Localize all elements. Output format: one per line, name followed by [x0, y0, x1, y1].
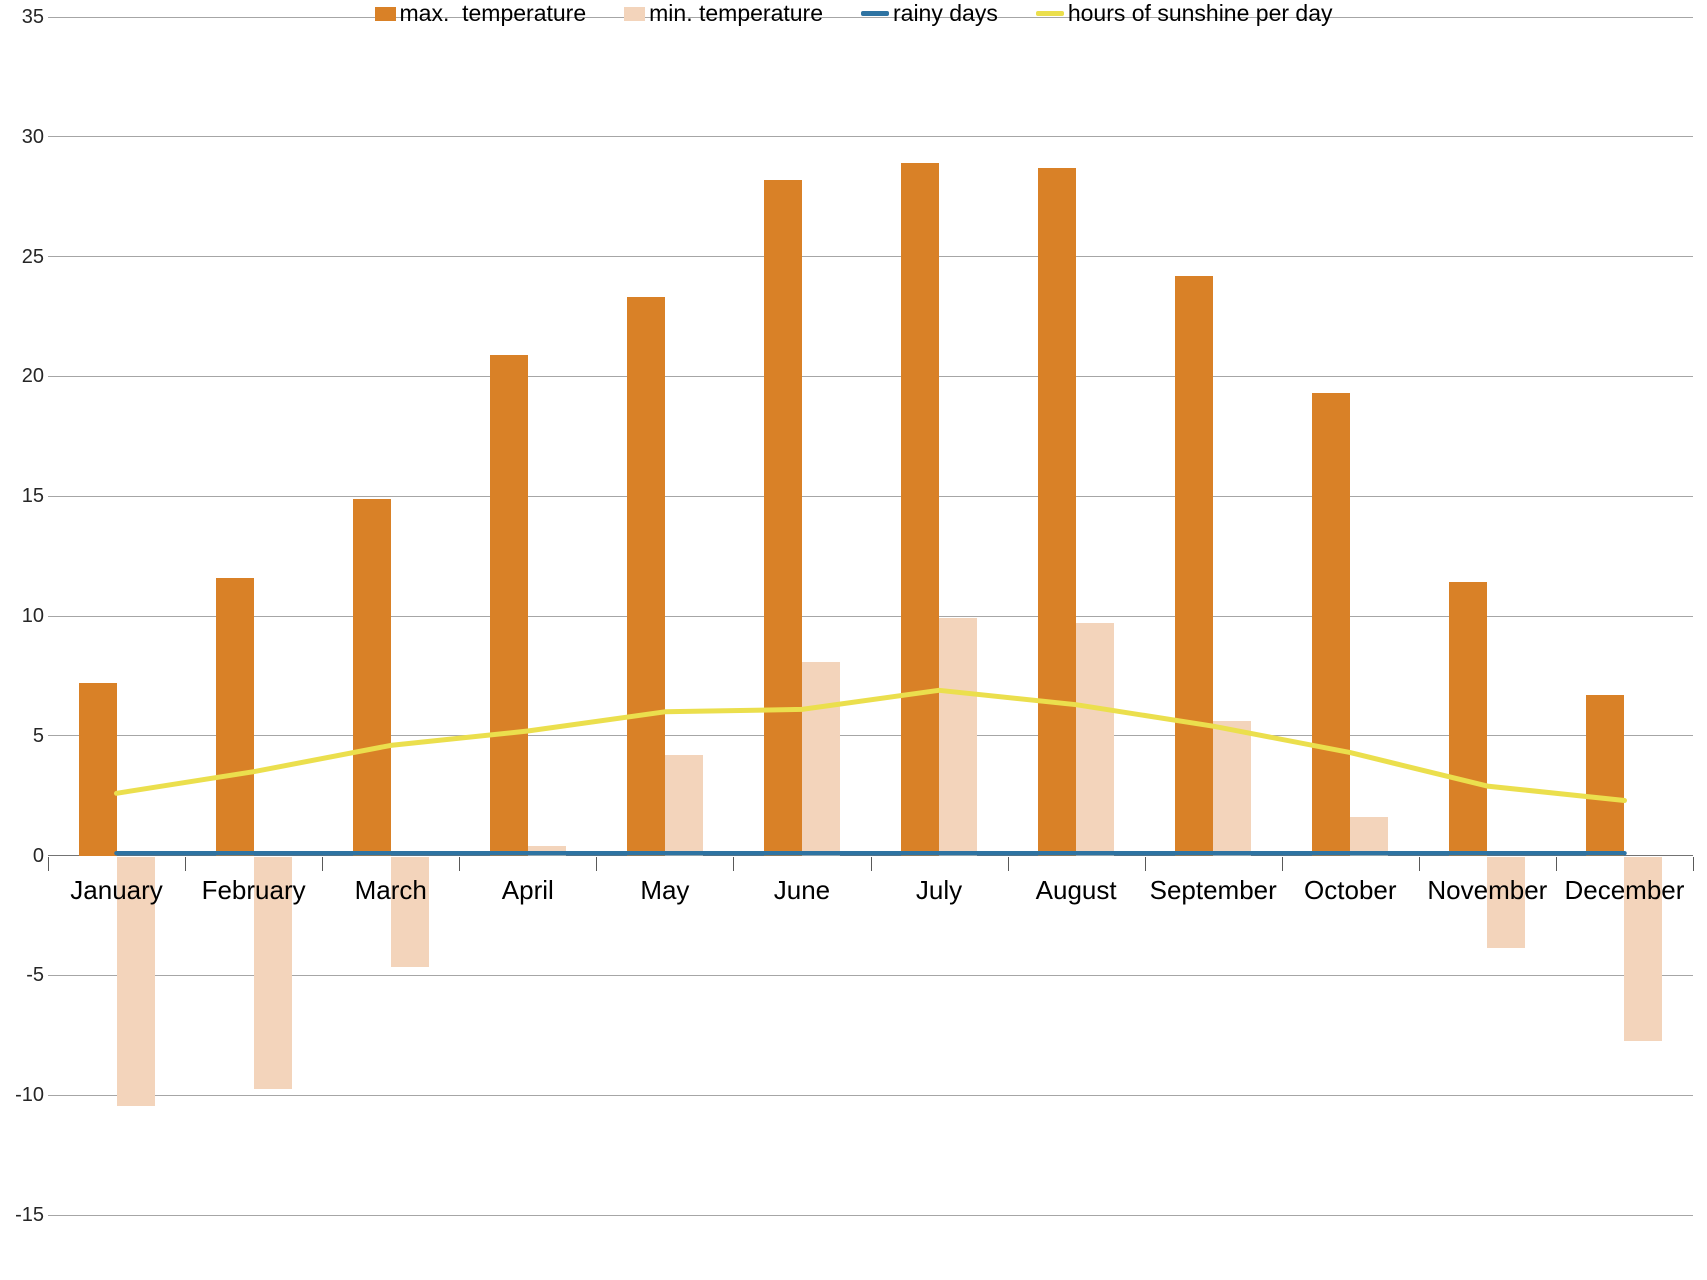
x-tick-label-april: April: [501, 875, 554, 905]
legend-swatch-rainy-days-line-icon: [861, 11, 889, 16]
legend-label-rainy-days: rainy days: [893, 0, 998, 26]
bar-max-temperature-april: [489, 354, 528, 856]
gridline-20: [48, 375, 1693, 377]
x-axis-tick: [1693, 856, 1694, 871]
y-tick-label--15: -15: [15, 1204, 44, 1226]
gridline-25: [48, 256, 1693, 258]
bar-min-temperature-november: [1487, 856, 1526, 948]
y-tick-label-25: 25: [21, 245, 44, 268]
x-axis-tick: [1007, 856, 1009, 871]
gridline-30: [48, 136, 1693, 138]
gridline--5: [48, 974, 1693, 976]
bar-min-temperature-september: [1213, 721, 1252, 856]
bar-max-temperature-january: [78, 683, 117, 856]
x-tick-label-january: January: [70, 875, 163, 905]
bar-min-temperature-june: [801, 661, 840, 856]
bar-max-temperature-december: [1586, 695, 1625, 856]
x-tick-label-october: October: [1304, 875, 1397, 905]
bar-min-temperature-january: [116, 856, 155, 1106]
bar-min-temperature-december: [1624, 856, 1663, 1042]
bar-max-temperature-june: [763, 179, 802, 856]
x-axis-tick: [1281, 856, 1283, 871]
x-tick-label-march: March: [354, 875, 427, 905]
x-tick-label-june: June: [773, 875, 831, 905]
x-axis-tick: [48, 856, 49, 871]
x-axis-tick: [870, 856, 872, 871]
legend-swatch-min-temperature-square-icon: [624, 6, 646, 21]
line-hours-of-sunshine-per-day: [114, 687, 1627, 803]
legend-swatch-hours-of-sunshine-per-day-line-icon: [1035, 11, 1064, 16]
gridline--10: [48, 1094, 1693, 1096]
x-axis-tick: [596, 856, 598, 871]
bar-min-temperature-april: [527, 846, 566, 856]
bar-max-temperature-september: [1175, 275, 1214, 856]
legend-item-hours-of-sunshine-per-day: hours of sunshine per day: [1035, 0, 1333, 27]
y-tick-label-15: 15: [21, 485, 44, 508]
x-axis-tick: [459, 856, 461, 871]
legend-swatch-max-temperature-square-icon: [374, 6, 396, 21]
bar-max-temperature-may: [626, 297, 665, 856]
gridline-10: [48, 615, 1693, 617]
x-axis-tick: [1555, 856, 1557, 871]
x-axis-tick: [322, 856, 324, 871]
y-tick-label-0: 0: [32, 844, 44, 867]
gridline-0: [48, 855, 1693, 857]
gridline--15: [48, 1214, 1693, 1216]
x-tick-label-december: December: [1564, 875, 1685, 905]
legend-item-max-temperature: max. temperature: [374, 0, 587, 27]
bar-max-temperature-august: [1038, 167, 1077, 856]
legend-label-min-temperature: min. temperature: [649, 0, 823, 26]
bar-min-temperature-march: [390, 856, 429, 967]
x-axis-tick: [185, 856, 187, 871]
bar-min-temperature-may: [664, 754, 703, 856]
bar-min-temperature-july: [939, 618, 978, 856]
y-tick-label--5: -5: [26, 964, 44, 987]
bar-max-temperature-november: [1449, 582, 1488, 856]
legend-item-min-temperature: min. temperature: [624, 0, 823, 27]
y-tick-label--10: -10: [15, 1084, 44, 1107]
bar-min-temperature-february: [253, 856, 292, 1089]
y-tick-label-35: 35: [21, 6, 44, 28]
gridline-15: [48, 495, 1693, 497]
x-tick-label-february: February: [201, 875, 306, 905]
x-tick-label-may: May: [640, 875, 690, 905]
y-tick-label-30: 30: [21, 125, 44, 148]
bar-max-temperature-february: [215, 577, 254, 856]
x-tick-label-august: August: [1035, 875, 1117, 905]
legend-item-rainy-days: rainy days: [861, 0, 998, 27]
legend: max. temperature min. temperature rainy da…: [0, 0, 1707, 27]
bar-max-temperature-march: [352, 498, 391, 856]
y-tick-label-10: 10: [21, 605, 44, 627]
legend-label-hours-of-sunshine-per-day: hours of sunshine per day: [1067, 0, 1333, 26]
legend-label-max-temperature: max. temperature: [399, 0, 587, 26]
bar-max-temperature-july: [901, 163, 940, 856]
bar-min-temperature-october: [1350, 817, 1389, 856]
gridline-5: [48, 735, 1693, 737]
gridline-35: [48, 16, 1693, 18]
bar-min-temperature-august: [1076, 623, 1115, 856]
x-tick-label-july: July: [915, 875, 963, 905]
x-tick-label-september: September: [1149, 875, 1277, 905]
x-axis-tick: [1144, 856, 1146, 871]
x-axis-tick: [733, 856, 735, 871]
x-axis-tick: [1418, 856, 1420, 871]
y-tick-label-5: 5: [32, 724, 44, 747]
bar-max-temperature-october: [1312, 393, 1351, 856]
x-tick-label-november: November: [1427, 875, 1548, 905]
y-tick-label-20: 20: [21, 365, 44, 388]
